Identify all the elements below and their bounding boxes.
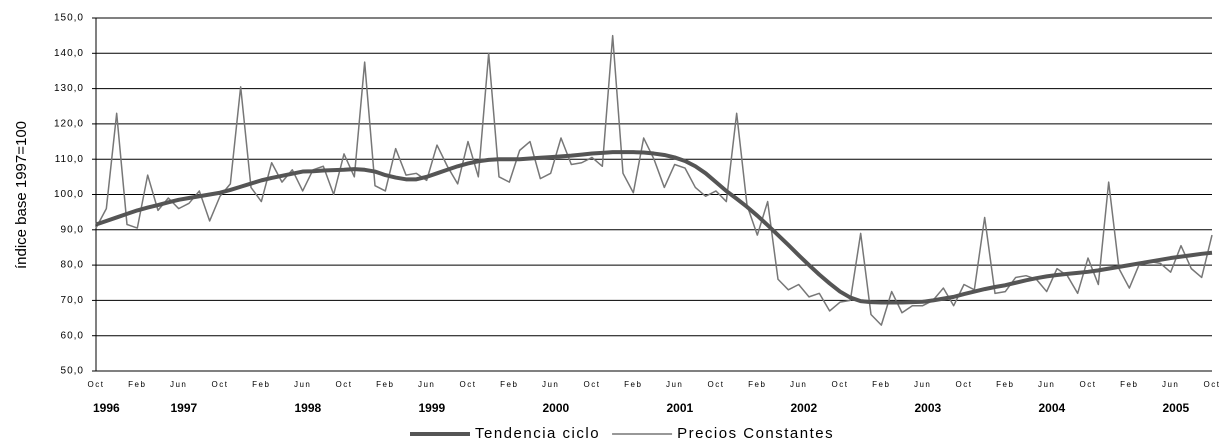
x-tick-label: Jun [1038, 380, 1055, 389]
year-label: 1999 [418, 401, 445, 415]
x-tick-label: Jun [294, 380, 311, 389]
y-tick-label: 130,0 [54, 83, 84, 94]
y-tick-label: 150,0 [54, 13, 84, 24]
y-tick-label: 50,0 [61, 366, 84, 377]
series-line [95, 150, 1213, 305]
x-tick-label: Oct [336, 380, 353, 389]
year-label: 2005 [1162, 401, 1189, 415]
year-label: 2004 [1038, 401, 1065, 415]
x-tick-label: Oct [88, 380, 105, 389]
legend-label: Precios Constantes [677, 425, 834, 442]
x-tick-label: Oct [832, 380, 849, 389]
y-tick-label: 90,0 [61, 224, 84, 235]
y-tick-label: 120,0 [54, 119, 84, 130]
x-tick-label: Feb [624, 380, 642, 389]
year-label: 2001 [666, 401, 693, 415]
year-label: 2000 [542, 401, 569, 415]
y-tick-label: 110,0 [55, 154, 84, 165]
year-label: 2002 [790, 401, 817, 415]
year-label: 1998 [294, 401, 321, 415]
x-tick-label: Oct [460, 380, 477, 389]
y-tick-label: 70,0 [61, 295, 84, 306]
x-tick-label: Oct [584, 380, 601, 389]
x-tick-label: Oct [1204, 380, 1221, 389]
x-tick-label: Feb [128, 380, 146, 389]
year-label: 2003 [914, 401, 941, 415]
x-tick-label: Oct [708, 380, 725, 389]
year-label: 1996 [93, 401, 120, 415]
x-tick-label: Jun [666, 380, 683, 389]
x-tick-label: Oct [1080, 380, 1097, 389]
x-tick-label: Feb [748, 380, 766, 389]
x-tick-label: Feb [252, 380, 270, 389]
y-tick-label: 60,0 [61, 330, 84, 341]
x-tick-label: Feb [996, 380, 1014, 389]
series-line [95, 34, 1213, 326]
x-tick-label: Feb [1120, 380, 1138, 389]
x-tick-label: Feb [376, 380, 394, 389]
year-label: 1997 [170, 401, 197, 415]
y-tick-label: 80,0 [61, 260, 84, 271]
x-tick-label: Jun [1162, 380, 1179, 389]
y-tick-label: 100,0 [54, 189, 84, 200]
y-axis-title: índice base 1997=100 [13, 121, 30, 269]
x-tick-label: Feb [872, 380, 890, 389]
x-tick-label: Jun [170, 380, 187, 389]
x-tick-label: Jun [790, 380, 807, 389]
x-tick-label: Jun [418, 380, 435, 389]
x-tick-label: Oct [212, 380, 229, 389]
x-tick-label: Oct [956, 380, 973, 389]
y-tick-label: 140,0 [54, 48, 84, 59]
legend-label: Tendencia ciclo [475, 425, 600, 442]
x-tick-label: Feb [500, 380, 518, 389]
x-tick-label: Jun [542, 380, 559, 389]
x-tick-label: Jun [914, 380, 931, 389]
